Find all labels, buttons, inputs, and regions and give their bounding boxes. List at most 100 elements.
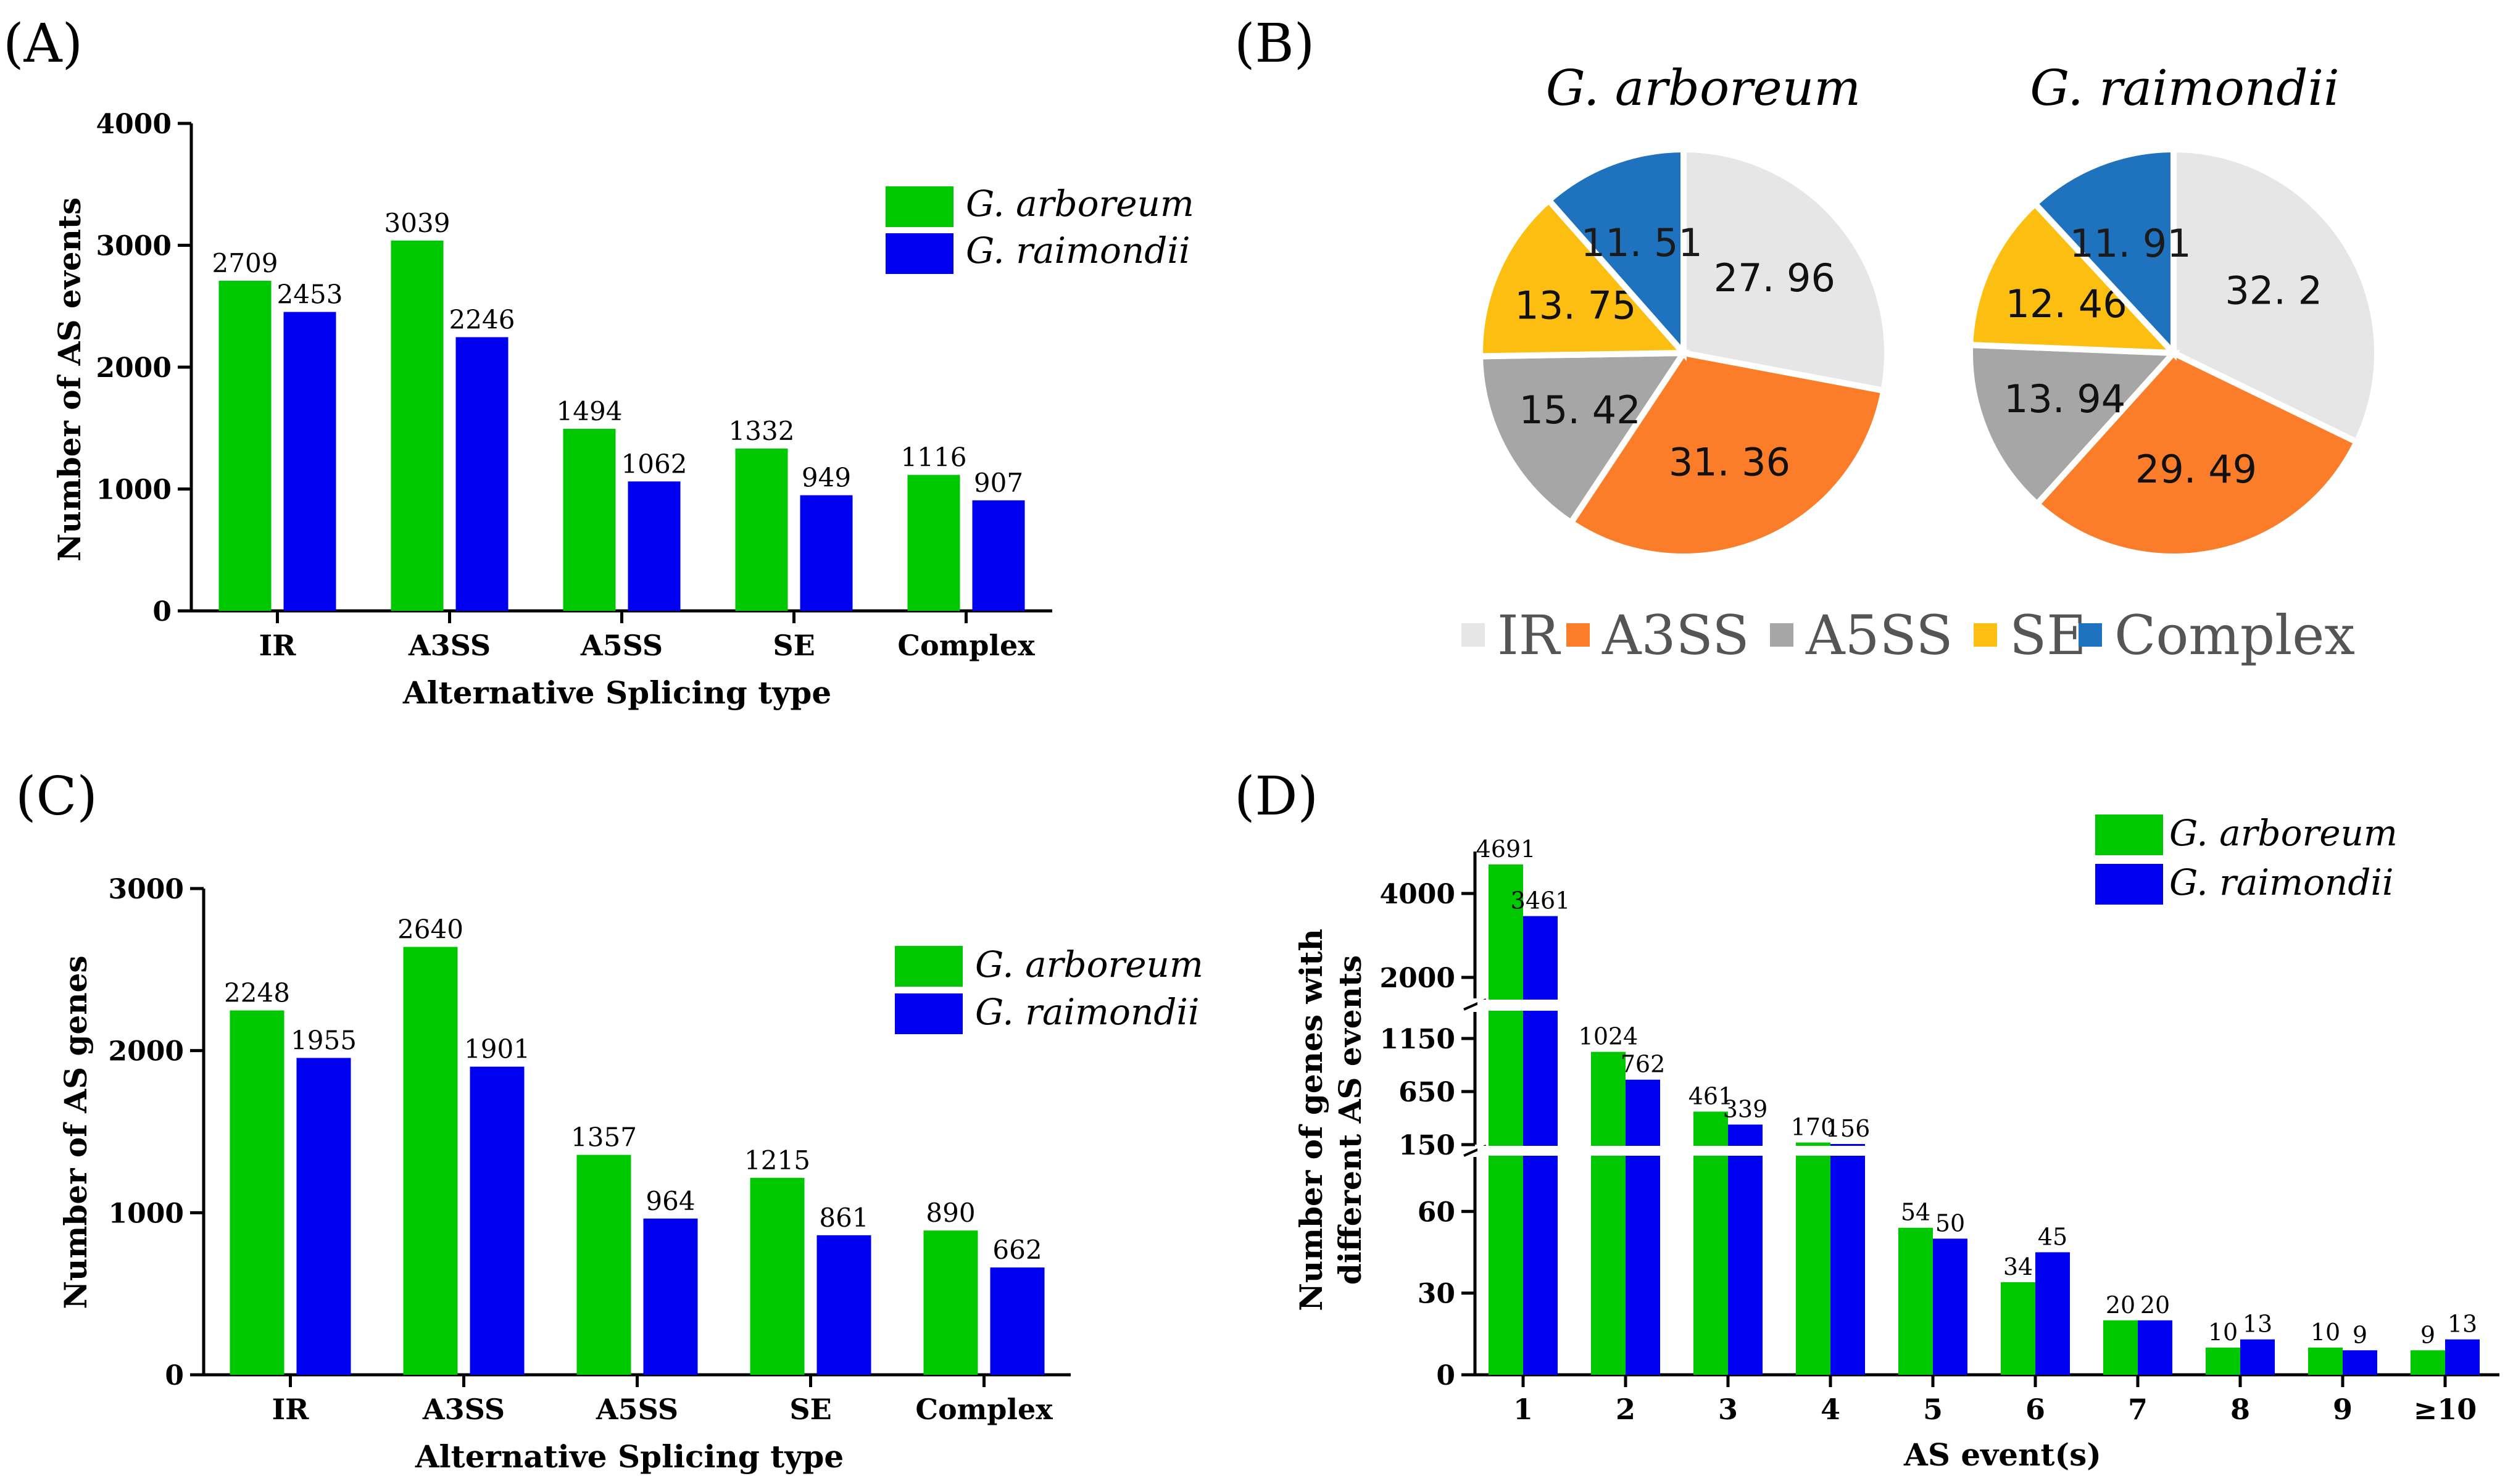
pie-value-label: 13. 75 (1514, 283, 1636, 328)
panel-d-ylabel-line1: Number of genes with (1293, 929, 1329, 1311)
x-tick-label: 9 (2333, 1393, 2353, 1426)
pie-value-label: 13. 94 (2004, 376, 2125, 421)
panel-label-c: (C) (15, 766, 98, 827)
panel-label-a: (A) (3, 13, 83, 75)
panel-c-legend-swatch-raimondii (895, 993, 963, 1034)
bar-arboreum (1591, 1051, 1626, 1375)
pie-legend-swatch-se (1974, 623, 1997, 647)
data-label: 949 (802, 463, 851, 493)
y-tick-label: 150 (1398, 1130, 1455, 1161)
x-tick-label: 3 (1718, 1393, 1738, 1426)
panel-d-legend-swatch-raimondii (2095, 864, 2163, 905)
data-label: 907 (974, 468, 1023, 498)
pie-legend-label-complex: Complex (2114, 603, 2355, 667)
pie-value-label: 11. 51 (1581, 220, 1703, 265)
data-label: 3461 (1511, 887, 1571, 914)
bar-raimondii (800, 495, 853, 611)
bar-raimondii (2240, 1339, 2275, 1375)
x-tick-label: A3SS (408, 629, 491, 662)
data-label: 156 (1826, 1115, 1871, 1142)
bar-arboreum (230, 1010, 285, 1375)
data-label: 890 (926, 1198, 975, 1228)
data-label: 1494 (557, 396, 623, 426)
panel-a-legend-raimondii: G. raimondii (966, 230, 1190, 272)
bar-arboreum (2103, 1320, 2138, 1375)
data-label: 34 (2003, 1253, 2033, 1280)
pie-slice-a5ss (1476, 349, 1690, 527)
pies: 27. 96 31. 36 15. 42 13. 75 11. 51 32. 2 29. 4… (1476, 146, 2380, 560)
panel-d-ylabel-line2: different AS events (1332, 955, 1368, 1285)
y-tick-label: 3000 (96, 231, 172, 262)
x-tick-label: 7 (2128, 1393, 2148, 1426)
panel-b: G. arboreum G. raimondii 27. 96 31. 36 15.… (1461, 59, 2380, 667)
panel-c-legend: G. arboreum G. raimondii (895, 943, 1203, 1034)
panel-c-legend-arboreum: G. arboreum (975, 943, 1203, 985)
bar-arboreum (576, 1154, 631, 1375)
data-label: 762 (1621, 1051, 1666, 1078)
bar-raimondii (628, 481, 681, 611)
bar-raimondii (2343, 1350, 2377, 1375)
x-tick-label: 6 (2025, 1393, 2045, 1426)
panel-d-legend-swatch-arboreum (2095, 815, 2163, 855)
pie-value-label: 11. 91 (2069, 221, 2191, 266)
pie-legend-label-a3ss: A3SS (1601, 603, 1750, 667)
x-tick-label: SE (773, 629, 815, 662)
axis-break-gap (1477, 1000, 2502, 1011)
panel-label-d: (D) (1234, 766, 1318, 827)
data-label: 13 (2448, 1311, 2477, 1338)
x-tick-label: A3SS (422, 1393, 505, 1426)
panel-d-xlabel: AS event(s) (1903, 1436, 2101, 1473)
y-tick-label: 0 (152, 596, 172, 628)
bar-raimondii (990, 1267, 1045, 1375)
y-tick-label: 650 (1398, 1077, 1455, 1108)
data-label: 2246 (449, 304, 515, 334)
bar-raimondii (455, 337, 509, 611)
pie-slice-ir (2170, 146, 2380, 446)
panel-a-ylabel: Number of AS events (51, 197, 88, 562)
panel-c-legend-swatch-arboreum (895, 946, 963, 987)
data-label: 339 (1723, 1095, 1768, 1122)
bar-raimondii (1933, 1238, 1967, 1375)
panel-label-b: (B) (1234, 13, 1315, 75)
data-label: 4691 (1476, 835, 1536, 863)
y-tick-label: 1000 (109, 1198, 184, 1229)
y-tick-label: 60 (1418, 1196, 1455, 1228)
pie-value-label: 27. 96 (1714, 255, 1835, 301)
bar-raimondii (470, 1066, 525, 1375)
data-label: 10 (2208, 1319, 2238, 1346)
panel-a-xlabel: Alternative Splicing type (402, 674, 831, 711)
bar-arboreum (2308, 1347, 2343, 1375)
bar-arboreum (735, 448, 788, 611)
pie-legend-swatch-a3ss (1566, 623, 1590, 647)
bar-arboreum (907, 475, 960, 611)
y-tick-label: 0 (1436, 1360, 1455, 1391)
bar-raimondii (2138, 1320, 2172, 1375)
bar-arboreum (563, 428, 616, 611)
pie-value-label: 15. 42 (1519, 388, 1640, 433)
bar-arboreum (218, 280, 272, 611)
data-label: 10 (2311, 1319, 2340, 1346)
panel-d-legend: G. arboreum G. raimondii (2095, 812, 2398, 905)
data-label: 461 (1688, 1083, 1734, 1110)
data-label: 1116 (901, 442, 967, 473)
x-tick-label: A5SS (596, 1393, 678, 1426)
x-tick-label: ≥10 (2414, 1393, 2477, 1426)
pie-value-label: 31. 36 (1669, 439, 1790, 484)
panel-d-legend-arboreum: G. arboreum (2169, 812, 2398, 854)
y-tick-label: 2000 (109, 1036, 184, 1067)
data-label: 964 (646, 1186, 695, 1216)
pie-legend-swatch-ir (1461, 623, 1485, 647)
pie-slice-ir (1680, 146, 1890, 394)
x-tick-label: IR (272, 1393, 310, 1426)
panel-d-legend-raimondii: G. raimondii (2169, 861, 2394, 903)
bar-raimondii (283, 312, 336, 611)
bar-raimondii (1523, 916, 1558, 1375)
data-label: 45 (2038, 1223, 2067, 1250)
data-label: 1215 (744, 1145, 810, 1175)
pie-slice-complex (1544, 146, 1687, 362)
data-label: 1062 (621, 449, 687, 479)
bar-raimondii (2445, 1339, 2480, 1375)
